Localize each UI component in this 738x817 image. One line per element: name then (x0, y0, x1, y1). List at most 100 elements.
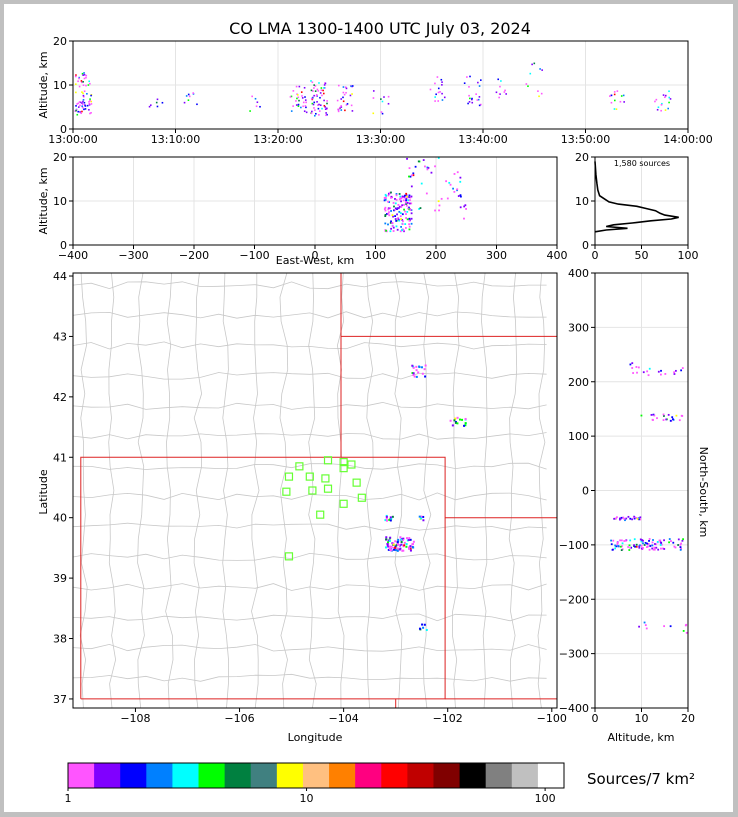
source-point (396, 228, 399, 231)
lma-station-marker (316, 510, 325, 519)
source-point (76, 103, 78, 105)
source-point (384, 209, 387, 212)
source-point (396, 549, 399, 552)
source-point (434, 165, 436, 168)
source-point (629, 539, 632, 542)
time-tick-label: 14:00:00 (663, 133, 712, 146)
lma-station-marker (282, 487, 291, 496)
source-point (77, 80, 79, 83)
source-point (305, 101, 307, 104)
source-point (404, 194, 406, 197)
source-point (467, 102, 469, 105)
source-point (621, 548, 624, 551)
source-point (391, 214, 394, 217)
source-point (89, 112, 91, 115)
source-point (408, 223, 410, 226)
lma-station-marker (284, 472, 294, 481)
source-point (674, 546, 677, 549)
source-point (406, 210, 409, 213)
county-line (73, 432, 547, 440)
source-point (625, 517, 628, 520)
colorbar-swatch (537, 763, 565, 788)
source-point (313, 107, 315, 109)
county-line (73, 522, 547, 531)
source-point (441, 99, 444, 101)
ns-altitude-sources (610, 362, 688, 634)
source-point (342, 96, 344, 99)
source-point (667, 413, 670, 416)
source-point (408, 225, 411, 228)
source-point (77, 106, 80, 108)
source-point (344, 109, 346, 112)
source-point (426, 166, 429, 169)
source-point (392, 215, 394, 218)
source-point (471, 101, 474, 104)
source-point (464, 424, 467, 427)
source-point (311, 81, 314, 84)
source-point (83, 73, 86, 76)
source-point (451, 424, 454, 427)
source-point (627, 546, 630, 548)
source-point (408, 547, 411, 550)
county-line (73, 341, 547, 350)
source-point (386, 544, 389, 547)
ew-tick-label: 300 (486, 249, 507, 262)
source-point (340, 105, 342, 107)
source-point (641, 539, 643, 541)
source-point (643, 544, 646, 546)
colorbar-label: Sources/7 km² (587, 770, 695, 788)
altitude-tick-label: 20 (53, 35, 67, 48)
source-point (453, 190, 456, 193)
source-point (387, 548, 390, 551)
source-point (389, 516, 392, 519)
source-point (386, 542, 389, 545)
source-point (389, 207, 392, 210)
source-point (418, 515, 421, 518)
source-point (155, 101, 158, 104)
source-point (84, 108, 87, 110)
source-point (251, 95, 253, 98)
source-point (82, 99, 85, 101)
source-point (659, 541, 662, 544)
source-point (384, 198, 387, 201)
source-point (615, 108, 618, 110)
source-point (256, 101, 259, 104)
source-point (412, 372, 415, 375)
source-point (83, 90, 86, 93)
colorbar-swatch (198, 763, 226, 788)
source-point (410, 195, 413, 198)
source-point (316, 101, 318, 103)
source-point (673, 373, 676, 375)
source-point (394, 208, 397, 211)
source-point (292, 105, 294, 107)
source-point (342, 100, 345, 103)
source-point (679, 546, 682, 549)
source-point (399, 536, 402, 539)
source-point (323, 87, 325, 89)
source-point (424, 364, 427, 367)
source-point (409, 199, 411, 202)
source-point (400, 197, 403, 200)
source-point (340, 98, 343, 100)
source-point (619, 100, 622, 103)
source-point (317, 107, 320, 110)
source-point (644, 541, 647, 544)
source-point (636, 517, 639, 520)
source-point (383, 208, 386, 210)
histogram-x-tick-label: 100 (678, 249, 699, 262)
source-point (88, 104, 91, 106)
source-point (399, 212, 402, 215)
source-point (614, 547, 617, 550)
source-point (75, 105, 77, 107)
source-point (88, 102, 91, 105)
source-point (385, 517, 388, 520)
source-point (310, 89, 313, 92)
source-point (525, 83, 528, 85)
source-point (305, 111, 308, 114)
source-point (662, 547, 664, 550)
source-point (677, 544, 680, 546)
source-point (401, 213, 404, 216)
source-point (434, 82, 436, 85)
source-point (664, 373, 667, 375)
altitude-time-sources (74, 62, 672, 117)
